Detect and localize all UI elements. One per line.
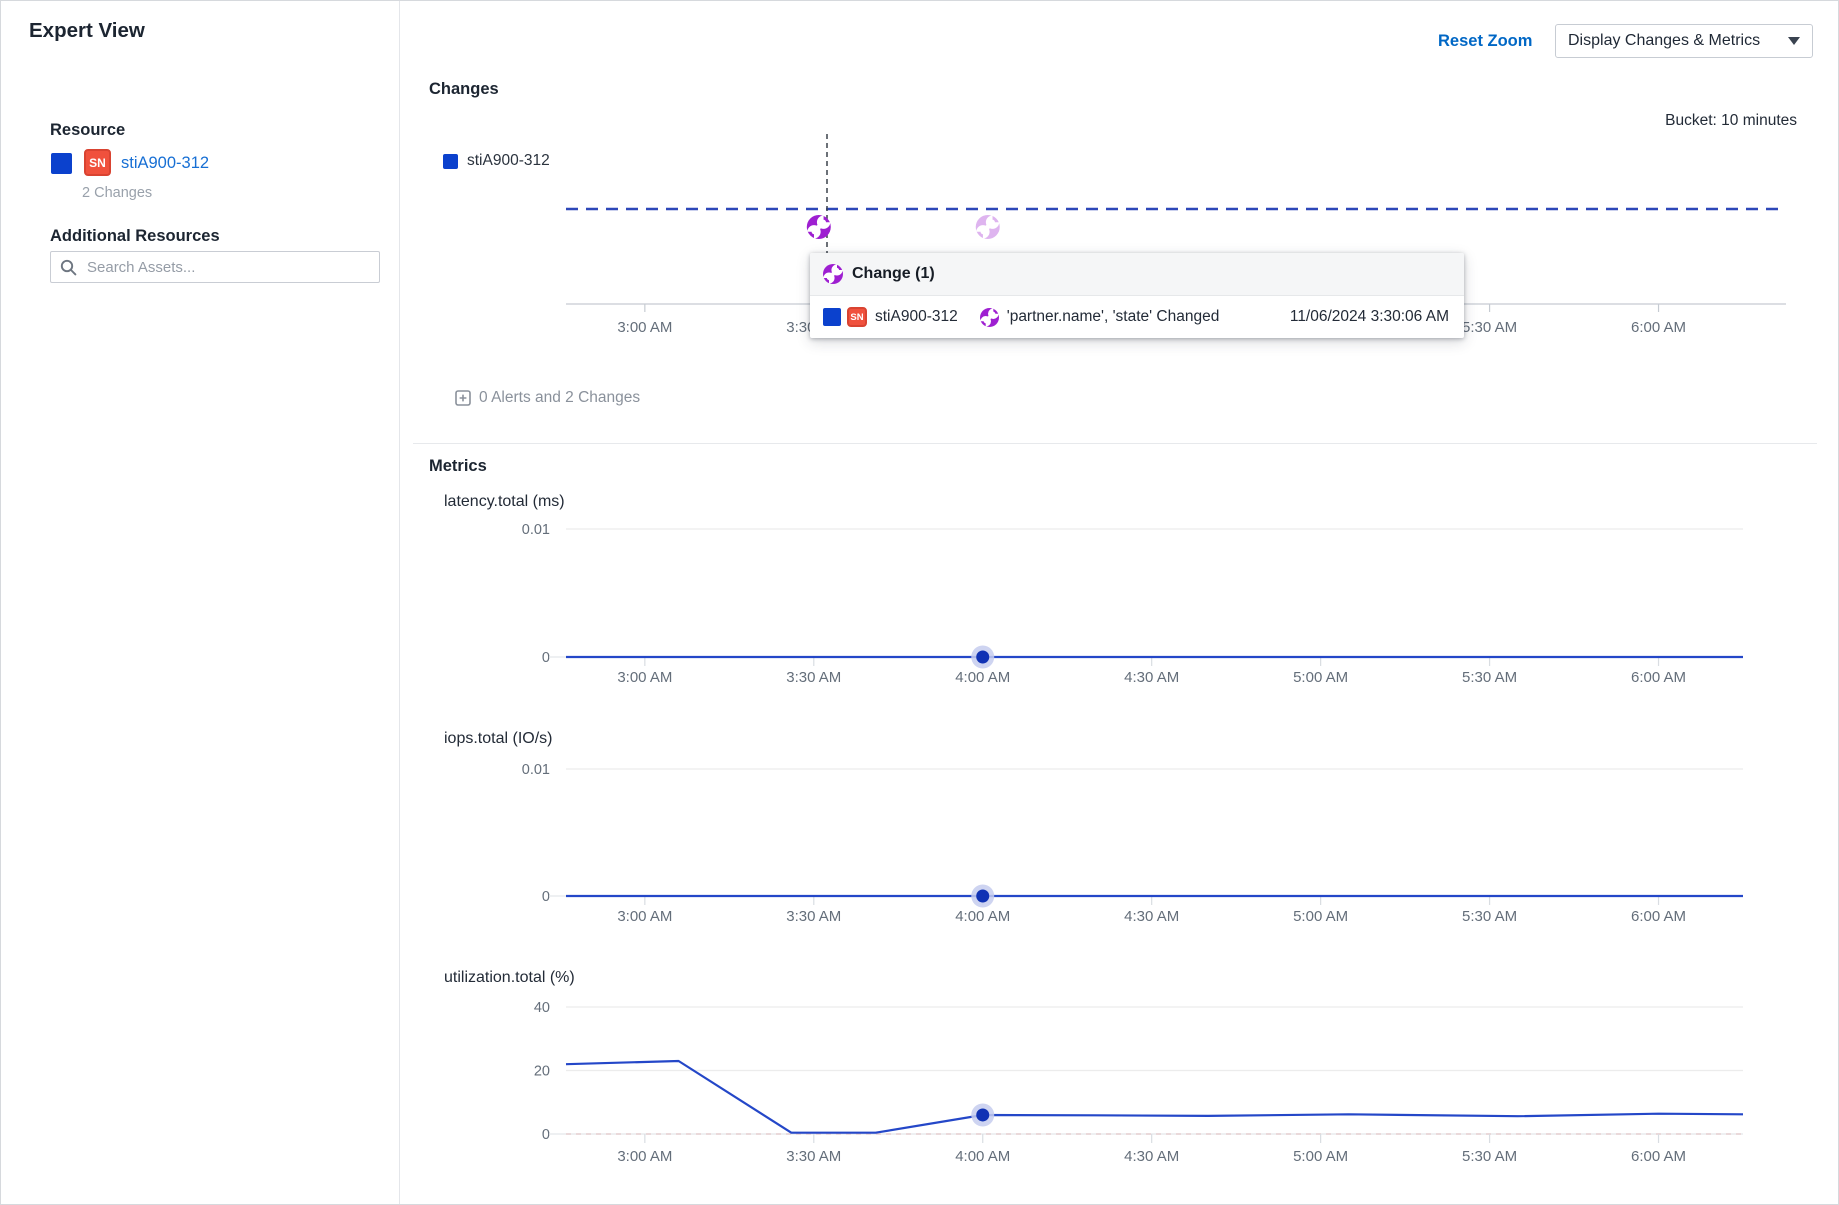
search-icon: [60, 259, 77, 275]
tick-label: 5:30 AM: [1462, 319, 1517, 336]
metric-highlight-dot[interactable]: [976, 889, 990, 903]
tick-label: 0.01: [522, 762, 550, 778]
alerts-changes-summary: 0 Alerts and 2 Changes: [479, 389, 641, 406]
sidebar: Expert View Resource SN stiA900-312 2 Ch…: [1, 1, 400, 1204]
metric-highlight-dot[interactable]: [976, 1108, 990, 1122]
tick-label: 5:00 AM: [1293, 1148, 1348, 1165]
expand-plus-icon: [455, 390, 471, 406]
storage-node-icon: SN: [847, 307, 867, 327]
search-input[interactable]: [85, 257, 370, 277]
tick-label: 0: [542, 650, 550, 666]
tick-label: 5:30 AM: [1462, 1148, 1517, 1165]
change-marker[interactable]: [806, 215, 831, 239]
change-icon: [979, 307, 999, 327]
section-divider: [413, 443, 1817, 444]
utilization-chart-title: utilization.total (%): [444, 969, 575, 986]
change-marker: [823, 264, 843, 284]
reset-zoom-link[interactable]: Reset Zoom: [1438, 32, 1533, 50]
tick-label: 6:00 AM: [1631, 319, 1686, 336]
tick-label: 5:00 AM: [1293, 908, 1348, 925]
legend-series-label: stiA900-312: [467, 152, 550, 169]
resource-changes-count: 2 Changes: [82, 185, 153, 201]
display-mode-dropdown[interactable]: Display Changes & Metrics: [1555, 24, 1813, 58]
tick-label: 3:30 AM: [786, 1148, 841, 1165]
change-tooltip-title: Change (1): [852, 265, 935, 282]
tick-label: 3:00 AM: [617, 319, 672, 336]
tick-label: 5:00 AM: [1293, 669, 1348, 686]
change-marker: [979, 307, 999, 327]
tick-label: 3:00 AM: [617, 669, 672, 686]
change-tooltip-row: SN stiA900-312 'partner.name', 'state' C…: [810, 296, 1464, 338]
tick-label: 40: [534, 1000, 550, 1016]
latency-chart-title: latency.total (ms): [444, 493, 565, 510]
tick-label: 0: [542, 1127, 550, 1143]
metric-highlight-dot[interactable]: [976, 650, 990, 664]
changes-legend: stiA900-312: [443, 152, 550, 170]
iops-chart-title: iops.total (IO/s): [444, 730, 553, 747]
tooltip-change-description: 'partner.name', 'state' Changed: [1006, 308, 1220, 325]
change-tooltip-header: Change (1): [810, 253, 1464, 296]
tick-label: 4:30 AM: [1124, 669, 1179, 686]
resource-link[interactable]: stiA900-312: [121, 154, 210, 172]
tick-label: 20: [534, 1064, 550, 1080]
tick-label: 4:00 AM: [955, 669, 1010, 686]
chevron-down-icon: [1788, 37, 1800, 45]
utilization-line: [565, 1059, 1744, 1134]
change-tooltip: Change (1) SN stiA900-312 'partner.name'…: [810, 253, 1464, 338]
tick-label: 0.01: [522, 522, 550, 538]
resource-section-label: Resource: [50, 121, 126, 139]
resource-color-swatch: [51, 153, 72, 174]
tick-label: 4:30 AM: [1124, 908, 1179, 925]
metrics-section-title: Metrics: [429, 457, 487, 475]
tick-label: 3:00 AM: [617, 908, 672, 925]
additional-resources-label: Additional Resources: [50, 227, 220, 245]
tick-label: 5:30 AM: [1462, 669, 1517, 686]
tick-label: 6:00 AM: [1631, 669, 1686, 686]
tick-label: 3:30 AM: [786, 908, 841, 925]
tooltip-resource-name[interactable]: stiA900-312: [875, 308, 958, 325]
tick-label: 4:00 AM: [955, 1148, 1010, 1165]
page-title: Expert View: [29, 19, 145, 42]
change-marker[interactable]: [975, 215, 1000, 239]
tooltip-color-swatch: [823, 308, 841, 326]
tick-label: 6:00 AM: [1631, 908, 1686, 925]
changes-section-title: Changes: [429, 80, 499, 98]
tick-label: 4:30 AM: [1124, 1148, 1179, 1165]
display-mode-value: Display Changes & Metrics: [1568, 32, 1761, 49]
legend-color-swatch: [443, 153, 458, 169]
tooltip-timestamp: 11/06/2024 3:30:06 AM: [1289, 308, 1449, 325]
alerts-changes-expander[interactable]: 0 Alerts and 2 Changes: [455, 389, 640, 407]
asset-search: [50, 251, 380, 283]
tick-label: 3:30 AM: [786, 669, 841, 686]
tick-label: 6:00 AM: [1631, 1148, 1686, 1165]
bucket-label: Bucket: 10 minutes: [1665, 112, 1797, 129]
change-icon: [823, 264, 843, 284]
storage-node-icon: SN: [84, 149, 111, 176]
tick-label: 4:00 AM: [955, 908, 1010, 925]
tick-label: 3:00 AM: [617, 1148, 672, 1165]
tick-label: 5:30 AM: [1462, 908, 1517, 925]
tick-label: 0: [542, 889, 550, 905]
